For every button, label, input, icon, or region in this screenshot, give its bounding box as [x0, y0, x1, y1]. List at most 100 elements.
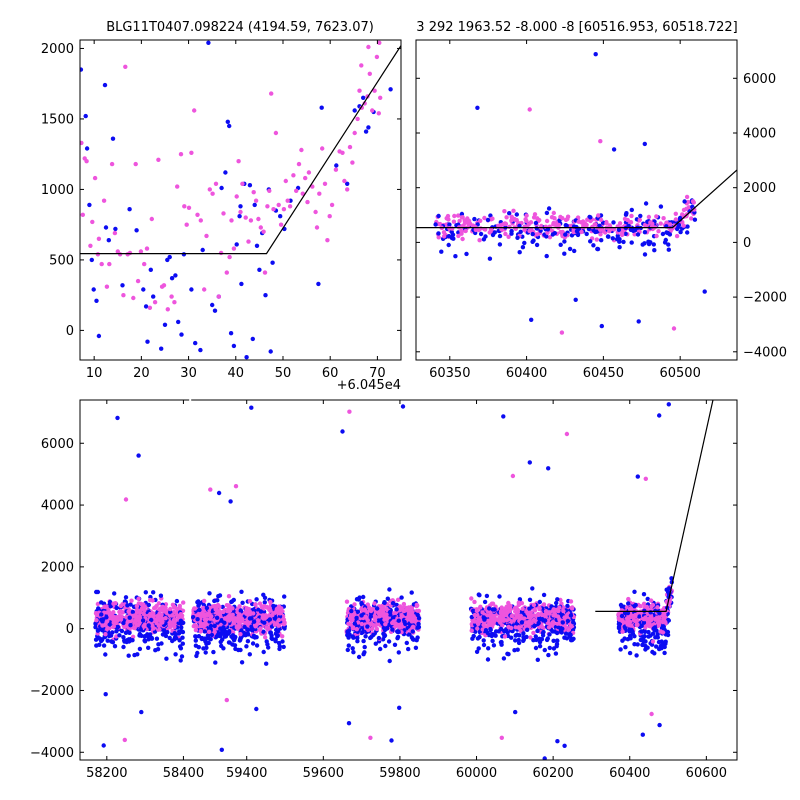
data-point — [657, 611, 662, 616]
data-point — [361, 638, 366, 644]
data-point — [394, 602, 399, 608]
data-point — [472, 216, 477, 222]
data-point — [148, 611, 153, 617]
data-point — [137, 633, 142, 638]
season-panel-x-tick-label: 60350 — [429, 366, 470, 381]
data-point — [397, 604, 403, 609]
data-point — [117, 633, 122, 638]
data-point — [264, 661, 269, 666]
data-point — [362, 644, 367, 650]
data-point — [91, 287, 96, 292]
data-point — [254, 643, 260, 648]
data-point — [407, 632, 412, 637]
data-point — [541, 592, 547, 598]
data-point — [551, 613, 556, 618]
data-point — [647, 616, 652, 622]
data-point — [285, 198, 290, 203]
data-point — [502, 606, 508, 612]
data-point — [637, 614, 642, 619]
data-point — [660, 231, 666, 237]
data-point — [355, 639, 360, 644]
data-point — [406, 646, 411, 652]
data-point — [523, 620, 529, 625]
data-point — [204, 605, 210, 611]
data-point — [179, 654, 185, 659]
data-point — [642, 634, 647, 639]
data-point — [347, 409, 352, 414]
data-point — [127, 250, 133, 256]
data-point — [271, 603, 276, 609]
data-point — [567, 634, 573, 639]
data-point — [457, 218, 462, 224]
data-point — [296, 161, 302, 167]
full-panel-x-tick-label: 59400 — [226, 766, 267, 781]
data-point — [107, 261, 112, 267]
data-point — [516, 637, 521, 643]
data-point — [377, 614, 382, 619]
data-point — [390, 620, 395, 626]
data-point — [111, 624, 117, 629]
data-point — [120, 283, 125, 288]
data-point — [126, 653, 131, 658]
data-point — [275, 633, 280, 638]
data-point — [213, 181, 219, 186]
data-point — [617, 621, 622, 627]
data-point — [611, 220, 616, 225]
data-point — [161, 283, 167, 288]
data-point — [463, 228, 468, 234]
data-point — [159, 612, 164, 617]
data-point — [382, 627, 388, 633]
data-point — [399, 612, 404, 618]
data-point — [123, 595, 129, 600]
data-point — [484, 593, 490, 599]
data-point — [558, 242, 563, 247]
data-point — [515, 235, 520, 240]
data-point — [347, 144, 353, 150]
data-point — [556, 608, 561, 614]
data-point — [626, 596, 631, 602]
data-point — [114, 605, 119, 611]
data-point — [149, 636, 155, 641]
data-point — [178, 618, 184, 623]
data-point — [618, 602, 624, 608]
data-point — [481, 642, 487, 648]
data-point — [536, 612, 541, 617]
data-point — [560, 620, 565, 625]
data-point — [212, 308, 218, 313]
data-point — [501, 414, 506, 419]
data-point — [238, 204, 243, 209]
data-point — [528, 635, 533, 640]
data-point — [555, 638, 560, 643]
data-point — [172, 300, 177, 305]
data-point — [345, 187, 350, 192]
data-point — [237, 214, 242, 219]
data-point — [178, 152, 184, 157]
data-point — [571, 636, 576, 641]
data-point — [352, 130, 357, 136]
data-point — [253, 602, 258, 607]
data-point — [648, 598, 654, 603]
data-point — [598, 227, 603, 232]
data-point — [231, 246, 237, 251]
data-point — [80, 140, 84, 146]
data-point — [213, 607, 218, 612]
data-point — [524, 609, 529, 614]
data-point — [261, 592, 266, 597]
data-point — [652, 248, 657, 253]
data-point — [657, 722, 662, 728]
data-point — [251, 633, 257, 638]
data-point — [623, 212, 629, 217]
data-point — [223, 616, 228, 622]
data-point — [387, 658, 392, 664]
data-point — [509, 231, 514, 236]
data-point — [490, 638, 495, 644]
data-point — [632, 614, 638, 619]
data-point — [143, 590, 148, 595]
data-point — [378, 646, 383, 652]
data-point — [261, 229, 266, 234]
data-point — [390, 627, 395, 632]
data-point — [357, 88, 362, 93]
data-point — [504, 618, 510, 623]
data-point — [541, 629, 546, 635]
data-point — [340, 429, 345, 434]
